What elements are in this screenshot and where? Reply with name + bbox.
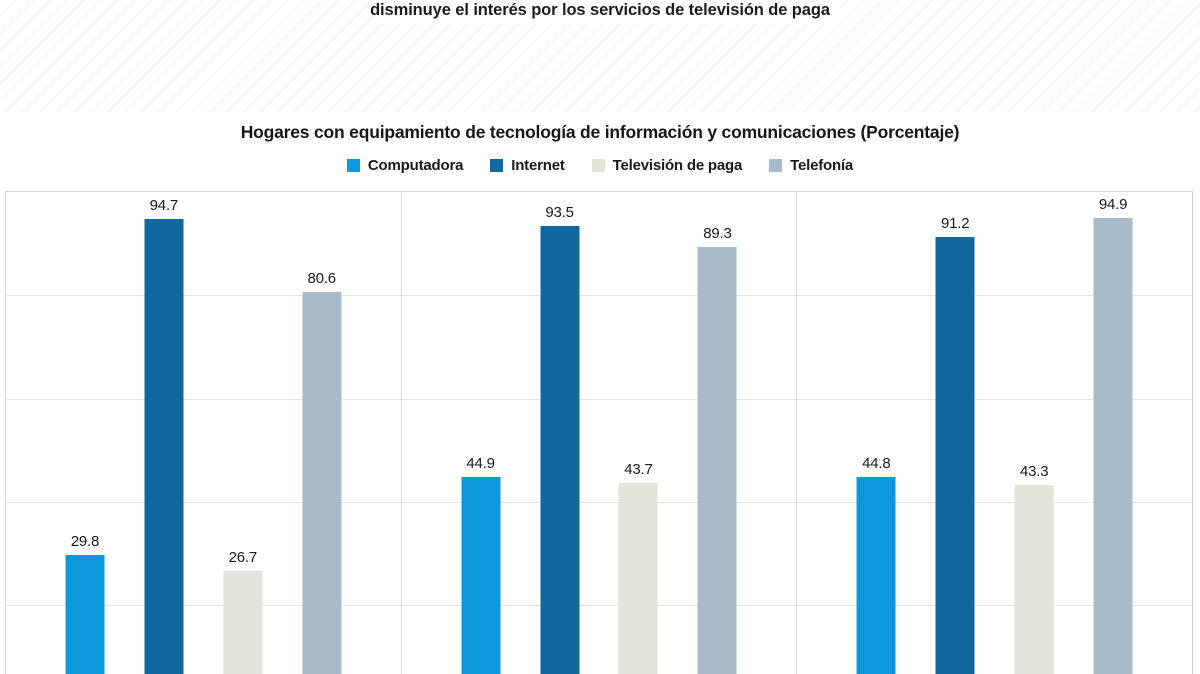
bar-telefonía [1093,218,1133,674]
bar-value-label: 93.5 [545,203,574,221]
bar-value-label: 44.9 [466,454,495,472]
legend-swatch [490,158,504,172]
bar-telefonía [302,292,342,674]
legend-label: Computadora [367,156,464,174]
legend-item-3: Televisión de paga [591,156,743,174]
legend-label: Televisión de paga [612,156,743,174]
chart-title: Hogares con equipamiento de tecnología d… [240,122,960,142]
bar-telefonía [697,247,737,674]
headline-backdrop [380,0,840,24]
legend-item-1: Computadora [346,156,464,174]
bar-televisión-de-paga [618,482,658,674]
bar-computadora [461,476,501,674]
bar-computadora [65,554,105,674]
gridline-80 [6,295,1192,297]
gridline-20 [6,605,1192,607]
bar-computadora [856,477,896,674]
legend-item-2: Internet [490,156,565,174]
legend-swatch [769,158,783,172]
legend-label: Telefonía [790,156,854,174]
legend-swatch [591,158,605,172]
bar-value-label: 29.8 [70,532,100,550]
gridline-60 [6,398,1192,400]
bar-internet [935,237,975,674]
bar-value-label: 94.7 [149,197,179,215]
chart-legend: Computadora Internet Televisión de paga Tel… [0,155,1200,175]
bar-value-label: 43.3 [1019,462,1049,480]
bar-televisión-de-paga [1014,484,1054,674]
group-panel-2: 44.9 93.5 43.7 89.3 [402,192,798,674]
bar-value-label: 89.3 [703,225,732,243]
chart-plot-area: 29.8 94.7 26.7 80.6 44.9 93.5 43.7 89.3 44.8 91.2… [5,191,1193,674]
bar-value-label: 94.9 [1098,196,1128,214]
bar-internet [540,225,580,674]
bar-value-label: 44.8 [862,455,891,473]
panels: 29.8 94.7 26.7 80.6 44.9 93.5 43.7 89.3 44.8 91.2… [6,192,1192,674]
legend-item-4: Telefonía [769,157,853,174]
legend-label: Internet [511,156,565,174]
group-panel-3: 44.8 91.2 43.3 94.9 [797,192,1192,674]
bar-televisión-de-paga [223,570,263,674]
headline: disminuye el interés por los servicios d… [370,1,830,19]
gridline-40 [6,501,1192,503]
bar-value-label: 43.7 [624,460,653,478]
bar-internet [144,219,184,674]
bar-value-label: 26.7 [228,548,258,566]
bar-value-label: 91.2 [941,215,970,233]
bar-value-label: 80.6 [307,270,337,288]
legend-swatch [346,158,360,172]
group-panel-1: 29.8 94.7 26.7 80.6 [6,192,402,674]
plot-inner: 29.8 94.7 26.7 80.6 44.9 93.5 43.7 89.3 44.8 91.2… [6,192,1192,674]
